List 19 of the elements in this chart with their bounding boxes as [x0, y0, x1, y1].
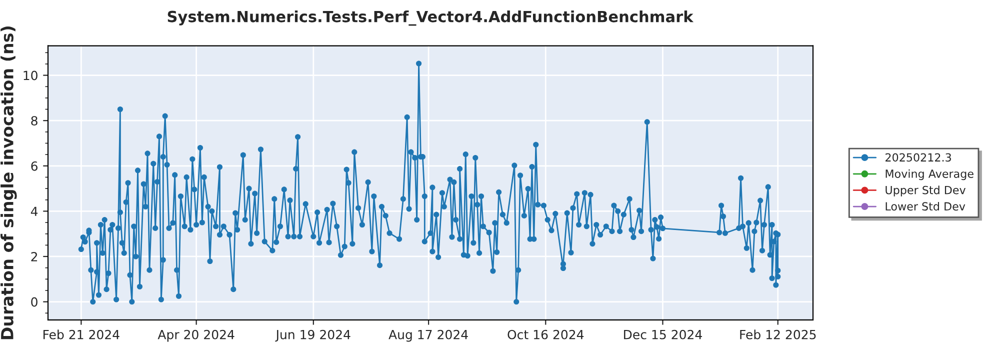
- x-tick-label: Feb 12 2025: [740, 330, 816, 340]
- x-tick-label: Jun 19 2024: [275, 330, 350, 342]
- legend-label: 20250212.3: [886, 153, 951, 162]
- chart-title: System.Numerics.Tests.Perf_Vector4.AddFunctionBenchmark: [168, 10, 694, 26]
- x-tick-label: Apr 20 2024: [158, 330, 234, 342]
- x-tick-label: Feb 21 2024: [44, 330, 120, 340]
- x-tick-label: Aug 17 2024: [388, 330, 468, 342]
- legend-label: Moving Average: [886, 169, 974, 180]
- y-tick-label: 8: [31, 116, 38, 126]
- y-tick-label: 6: [31, 161, 38, 171]
- y-tick-label: 2: [31, 252, 38, 262]
- y-tick-label: 10: [24, 70, 38, 80]
- legend-label: Upper Std Dev: [886, 186, 966, 196]
- x-tick-label: Oct 16 2024: [508, 330, 584, 340]
- y-tick-label: 0: [31, 297, 38, 307]
- y-axis-title: Duration of single invocation (ns): [0, 26, 17, 340]
- legend-label: Lower Std Dev: [886, 202, 966, 211]
- y-tick-label: 4: [30, 206, 38, 216]
- x-tick-label: Dec 15 2024: [624, 330, 702, 340]
